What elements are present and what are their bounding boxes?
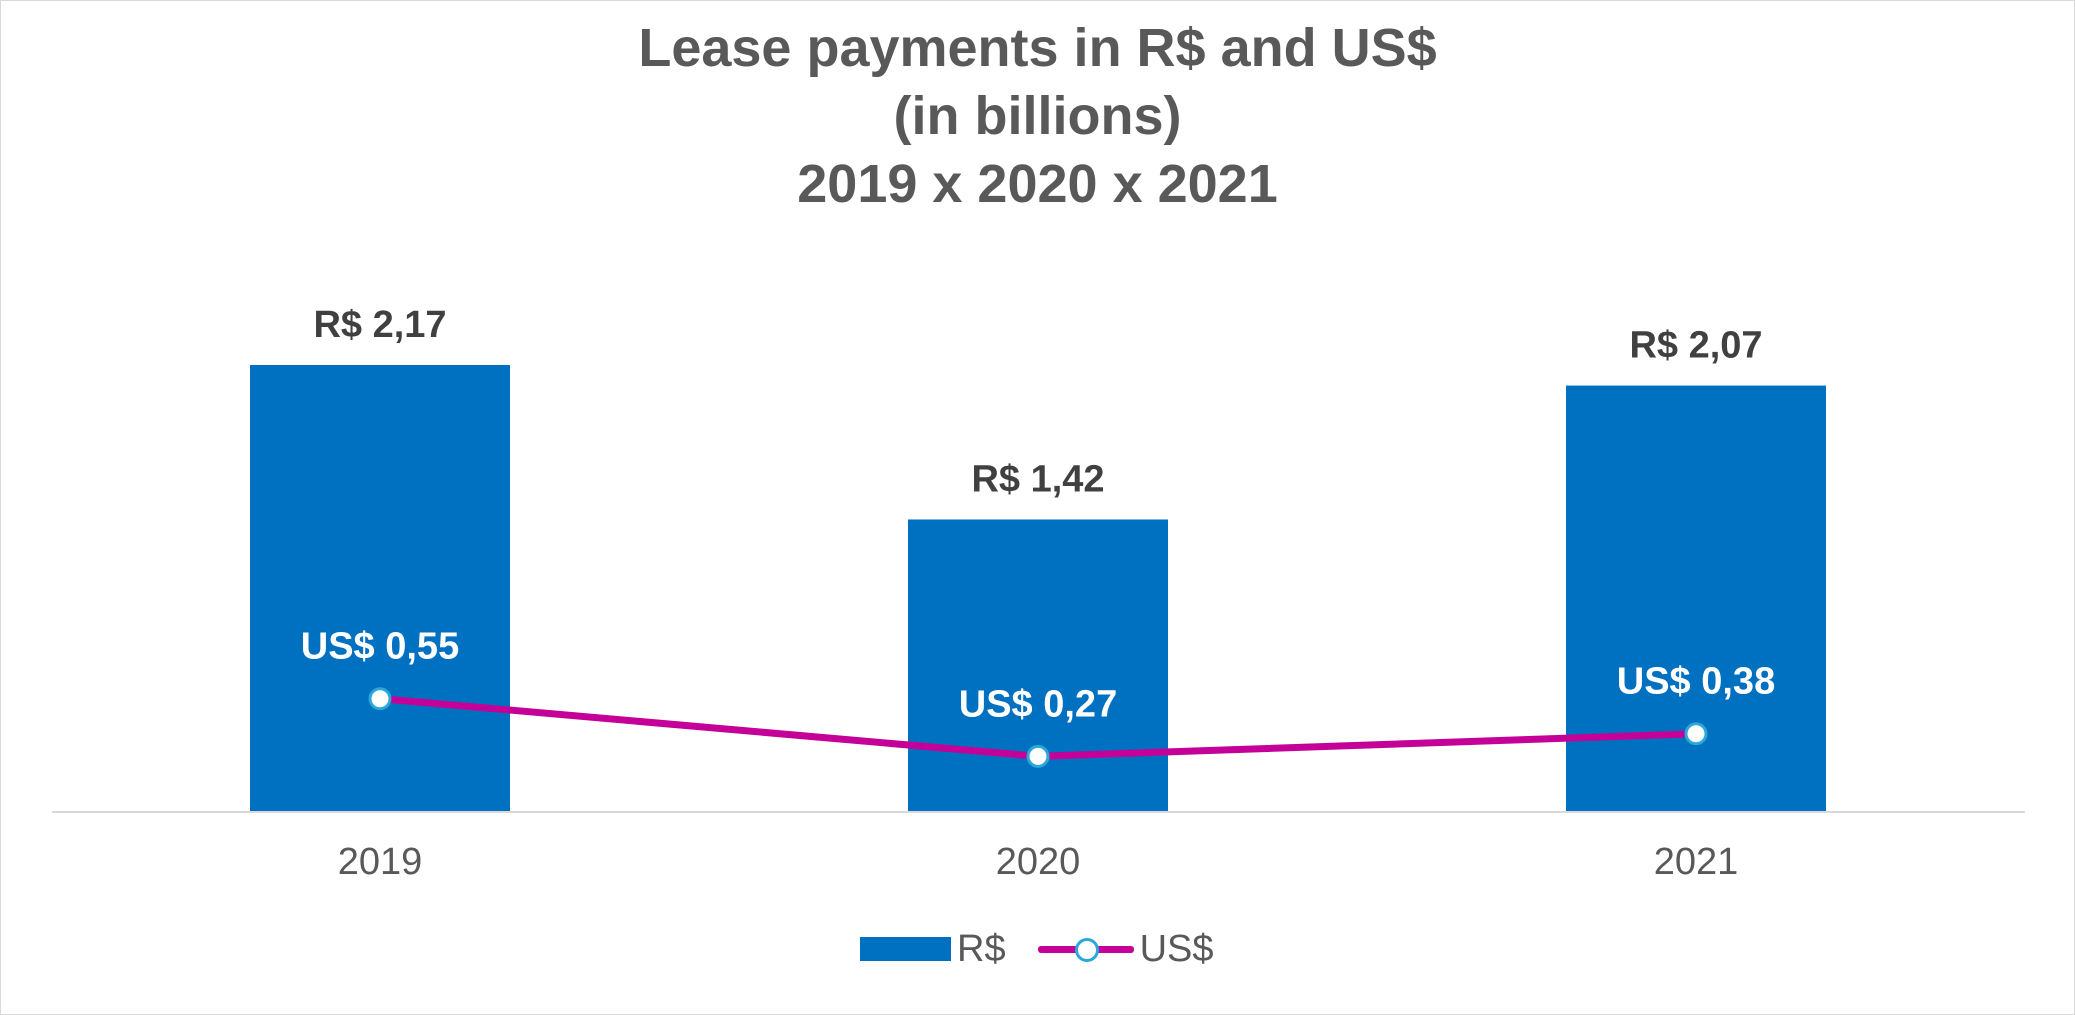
legend-swatch-brl bbox=[860, 937, 951, 961]
legend-swatch-usd bbox=[1037, 937, 1134, 962]
bar-label-2021: R$ 2,07 bbox=[1629, 325, 1762, 367]
legend-item-brl: R$ bbox=[860, 928, 1006, 971]
usd-point-2019 bbox=[368, 687, 392, 711]
legend: R$ US$ bbox=[860, 924, 1214, 974]
bar-2019 bbox=[250, 364, 510, 812]
legend-label-usd: US$ bbox=[1139, 927, 1214, 970]
chart-title-line-3: 2019 x 2020 x 2021 bbox=[797, 154, 1278, 214]
x-tick-label-2020: 2020 bbox=[996, 841, 1081, 883]
legend-label-brl: R$ bbox=[957, 927, 1006, 970]
x-tick-label-2019: 2019 bbox=[338, 841, 423, 883]
bar-2021 bbox=[1566, 385, 1826, 812]
chart-title-line-2: (in billions) bbox=[893, 86, 1182, 146]
x-tick-label-2021: 2021 bbox=[1654, 841, 1739, 883]
usd-point-2020 bbox=[1026, 744, 1050, 768]
legend-item-usd: US$ bbox=[1006, 928, 1214, 971]
usd-label-2019: US$ 0,55 bbox=[301, 626, 459, 668]
usd-label-2020: US$ 0,27 bbox=[959, 683, 1117, 725]
bar-2020 bbox=[908, 519, 1168, 812]
bar-label-2020: R$ 1,42 bbox=[971, 458, 1104, 500]
usd-point-2021 bbox=[1684, 722, 1708, 746]
bar-label-2019: R$ 2,17 bbox=[313, 304, 446, 346]
chart-title-line-1: Lease payments in R$ and US$ bbox=[638, 18, 1437, 78]
usd-label-2021: US$ 0,38 bbox=[1617, 661, 1775, 703]
chart-title: Lease payments in R$ and US$ (in billion… bbox=[0, 14, 2075, 218]
